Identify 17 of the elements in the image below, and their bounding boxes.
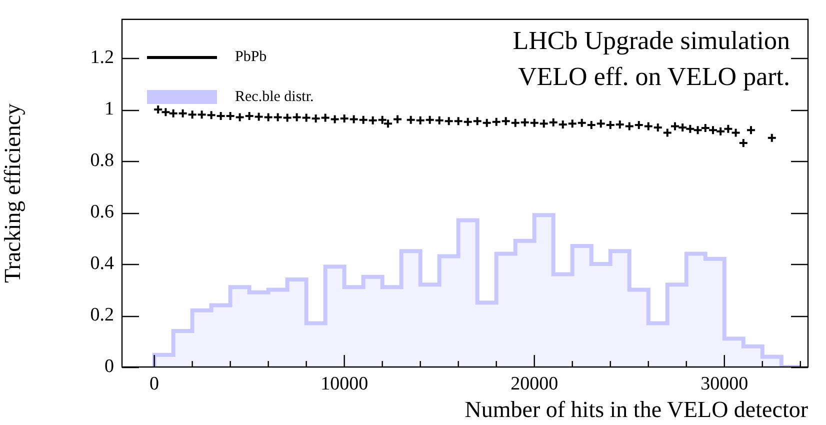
- y-tick-label: 0.8: [90, 150, 114, 171]
- y-tick-label: 0.2: [90, 304, 114, 326]
- y-tick-label: 1.2: [90, 47, 114, 68]
- x-axis-title: Number of hits in the VELO detector: [464, 397, 808, 422]
- y-axis-title: Tracking efficiency: [0, 102, 25, 283]
- y-tick-label: 0.4: [90, 252, 114, 274]
- legend-label: Rec.ble distr.: [235, 88, 314, 106]
- annotation: VELO eff. on VELO part.: [518, 62, 790, 92]
- x-tick-label: 20000: [510, 373, 558, 394]
- y-tick-label: 0.6: [90, 201, 114, 222]
- x-tick-label: 0: [150, 373, 160, 394]
- y-tick-label: 1: [104, 98, 114, 120]
- y-tick-label: 0: [104, 356, 114, 377]
- annotation: LHCb Upgrade simulation: [512, 26, 790, 56]
- x-tick-label: 30000: [700, 373, 748, 394]
- x-tick-label: 10000: [320, 373, 368, 394]
- legend-label: PbPb: [235, 48, 267, 66]
